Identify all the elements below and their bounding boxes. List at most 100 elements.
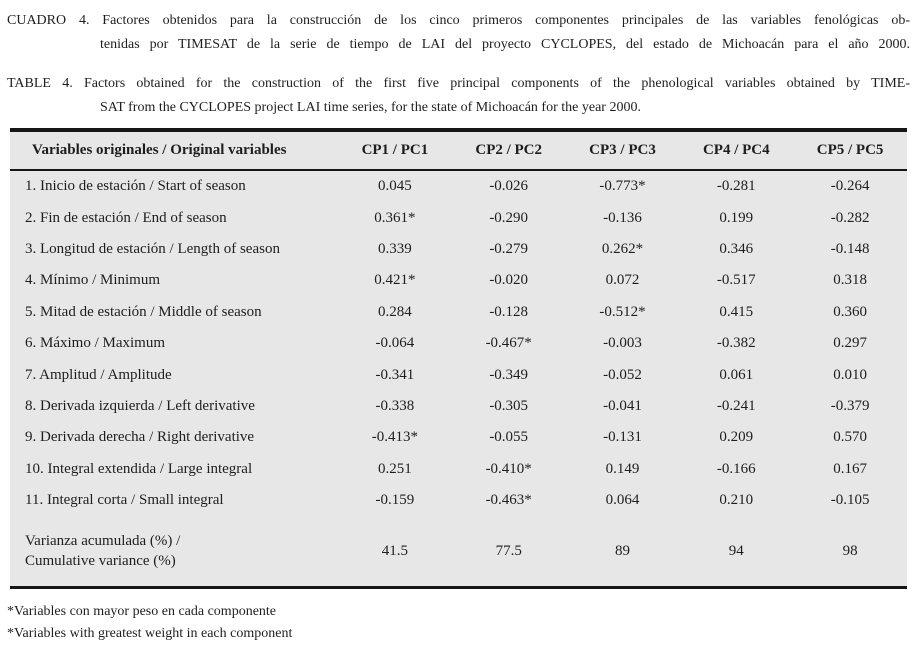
caption-spanish-line1: CUADRO 4. Factores obtenidos para la con… xyxy=(7,13,910,28)
cell-cp5: 0.297 xyxy=(833,335,867,352)
cell-cp3: 0.149 xyxy=(605,460,640,477)
cell-cp1: 0.339 xyxy=(378,240,412,257)
cell-cp3: 0.072 xyxy=(605,272,640,289)
cell-cp3: 0.262* xyxy=(601,240,644,257)
table-row: 2. Fin de estación / End of season 0.361… xyxy=(10,202,907,233)
cell-cp4: -0.166 xyxy=(716,460,756,477)
cell-cp4: 0.199 xyxy=(719,209,754,226)
table-header-row: Variables originales / Original variable… xyxy=(10,132,907,171)
table-row: 6. Máximo / Maximum -0.064 -0.467* -0.00… xyxy=(10,328,907,359)
footnote-spanish: *Variables con mayor peso en cada compon… xyxy=(7,604,277,620)
cell-cp5: -0.282 xyxy=(830,209,870,226)
variance-cp2: 77.5 xyxy=(495,542,522,559)
row-label: 2. Fin de estación / End of season xyxy=(25,209,227,226)
header-cp2-pc2: CP2 / PC2 xyxy=(451,132,566,171)
cell-cp2: -0.020 xyxy=(489,272,529,289)
caption-english: TABLE 4. Factors obtained for the constr… xyxy=(7,72,910,120)
cell-cp3: -0.512* xyxy=(599,303,646,320)
cell-cp4: 0.061 xyxy=(719,366,754,383)
row-label: 1. Inicio de estación / Start of season xyxy=(25,178,246,195)
table-row: 3. Longitud de estación / Length of seas… xyxy=(10,234,907,265)
cell-cp3: -0.773* xyxy=(599,178,646,195)
cell-cp2: -0.463* xyxy=(485,492,532,509)
row-label: 4. Mínimo / Minimum xyxy=(25,272,161,289)
variance-cp3: 89 xyxy=(614,542,630,559)
table-row: 5. Mitad de estación / Middle of season … xyxy=(10,297,907,328)
header-cp1-pc1: CP1 / PC1 xyxy=(338,132,452,171)
footnote-english: *Variables with greatest weight in each … xyxy=(7,626,293,642)
header-cp3-pc3: CP3 / PC3 xyxy=(565,132,680,171)
cell-cp3: -0.041 xyxy=(603,397,642,414)
cell-cp1: 0.251 xyxy=(378,460,412,477)
row-label: 3. Longitud de estación / Length of seas… xyxy=(25,240,280,257)
row-label: 10. Integral extendida / Large integral xyxy=(25,460,253,477)
cell-cp2: -0.305 xyxy=(489,397,529,414)
cell-cp2: -0.055 xyxy=(489,429,529,446)
cell-cp4: 0.415 xyxy=(719,303,754,320)
cell-cp5: -0.105 xyxy=(830,492,870,509)
caption-spanish-line2: tenidas por TIMESAT de la serie de tiemp… xyxy=(100,37,910,52)
cell-cp2: -0.467* xyxy=(485,335,532,352)
header-cp5-pc5: CP5 / PC5 xyxy=(793,132,907,171)
row-label: 8. Derivada izquierda / Left derivative xyxy=(25,397,255,414)
cell-cp4: 0.346 xyxy=(719,240,754,257)
cell-cp2: -0.279 xyxy=(489,240,529,257)
factors-table: Variables originales / Original variable… xyxy=(10,128,907,590)
header-original-variables: Variables originales / Original variable… xyxy=(10,132,338,171)
table-row: 9. Derivada derecha / Right derivative -… xyxy=(10,422,907,453)
variance-label: Varianza acumulada (%) / Cumulative vari… xyxy=(10,516,338,586)
table-row: 8. Derivada izquierda / Left derivative … xyxy=(10,391,907,422)
cell-cp4: -0.382 xyxy=(716,335,756,352)
cell-cp4: -0.281 xyxy=(716,178,756,195)
cell-cp5: 0.167 xyxy=(833,460,867,477)
cell-cp1: 0.045 xyxy=(378,178,412,195)
table-row: 1. Inicio de estación / Start of season … xyxy=(10,171,907,202)
caption-english-line1: TABLE 4. Factors obtained for the constr… xyxy=(7,76,910,91)
cell-cp1: 0.361* xyxy=(374,209,416,226)
variance-label-line1: Varianza acumulada (%) / xyxy=(25,533,181,550)
row-label: 11. Integral corta / Small integral xyxy=(25,492,224,509)
caption-spanish: CUADRO 4. Factores obtenidos para la con… xyxy=(7,0,910,57)
variance-cp4: 94 xyxy=(728,542,744,559)
cell-cp2: -0.290 xyxy=(489,209,529,226)
cell-cp4: 0.209 xyxy=(719,429,754,446)
cell-cp2: -0.349 xyxy=(489,366,529,383)
variance-cp1: 41.5 xyxy=(381,542,409,559)
cell-cp5: 0.570 xyxy=(833,429,867,446)
cell-cp2: -0.128 xyxy=(489,303,529,320)
table-body: 1. Inicio de estación / Start of season … xyxy=(10,171,907,516)
row-label: 9. Derivada derecha / Right derivative xyxy=(25,429,255,446)
row-label: 5. Mitad de estación / Middle of season xyxy=(25,303,262,320)
cell-cp1: -0.064 xyxy=(375,335,415,352)
cell-cp2: -0.026 xyxy=(489,178,529,195)
cell-cp5: -0.148 xyxy=(830,240,870,257)
cell-cp2: -0.410* xyxy=(485,460,532,477)
cell-cp3: -0.131 xyxy=(603,429,642,446)
table-row: 4. Mínimo / Minimum 0.421* -0.020 0.072 … xyxy=(10,265,907,296)
row-label: 7. Amplitud / Amplitude xyxy=(25,366,172,383)
caption-english-line2: SAT from the CYCLOPES project LAI time s… xyxy=(100,100,641,115)
cell-cp4: -0.517 xyxy=(716,272,756,289)
header-cp4-pc4: CP4 / PC4 xyxy=(679,132,794,171)
cell-cp3: -0.003 xyxy=(603,335,642,352)
row-label: 6. Máximo / Maximum xyxy=(25,335,165,352)
cell-cp5: -0.264 xyxy=(830,178,870,195)
cell-cp5: 0.360 xyxy=(833,303,867,320)
cell-cp1: -0.159 xyxy=(375,492,415,509)
cell-cp1: -0.338 xyxy=(375,397,415,414)
cell-cp4: -0.241 xyxy=(716,397,756,414)
cell-cp5: -0.379 xyxy=(830,397,870,414)
cell-cp1: 0.284 xyxy=(378,303,412,320)
variance-cp5: 98 xyxy=(842,542,858,559)
table-row: 11. Integral corta / Small integral -0.1… xyxy=(10,485,907,516)
cell-cp5: 0.010 xyxy=(833,366,867,383)
cell-cp5: 0.318 xyxy=(833,272,867,289)
variance-row: Varianza acumulada (%) / Cumulative vari… xyxy=(10,516,907,586)
table-row: 10. Integral extendida / Large integral … xyxy=(10,454,907,485)
cell-cp4: 0.210 xyxy=(719,492,754,509)
variance-label-line2: Cumulative variance (%) xyxy=(25,553,176,570)
cell-cp3: 0.064 xyxy=(605,492,640,509)
cell-cp1: -0.341 xyxy=(375,366,415,383)
table-row: 7. Amplitud / Amplitude -0.341 -0.349 -0… xyxy=(10,359,907,390)
